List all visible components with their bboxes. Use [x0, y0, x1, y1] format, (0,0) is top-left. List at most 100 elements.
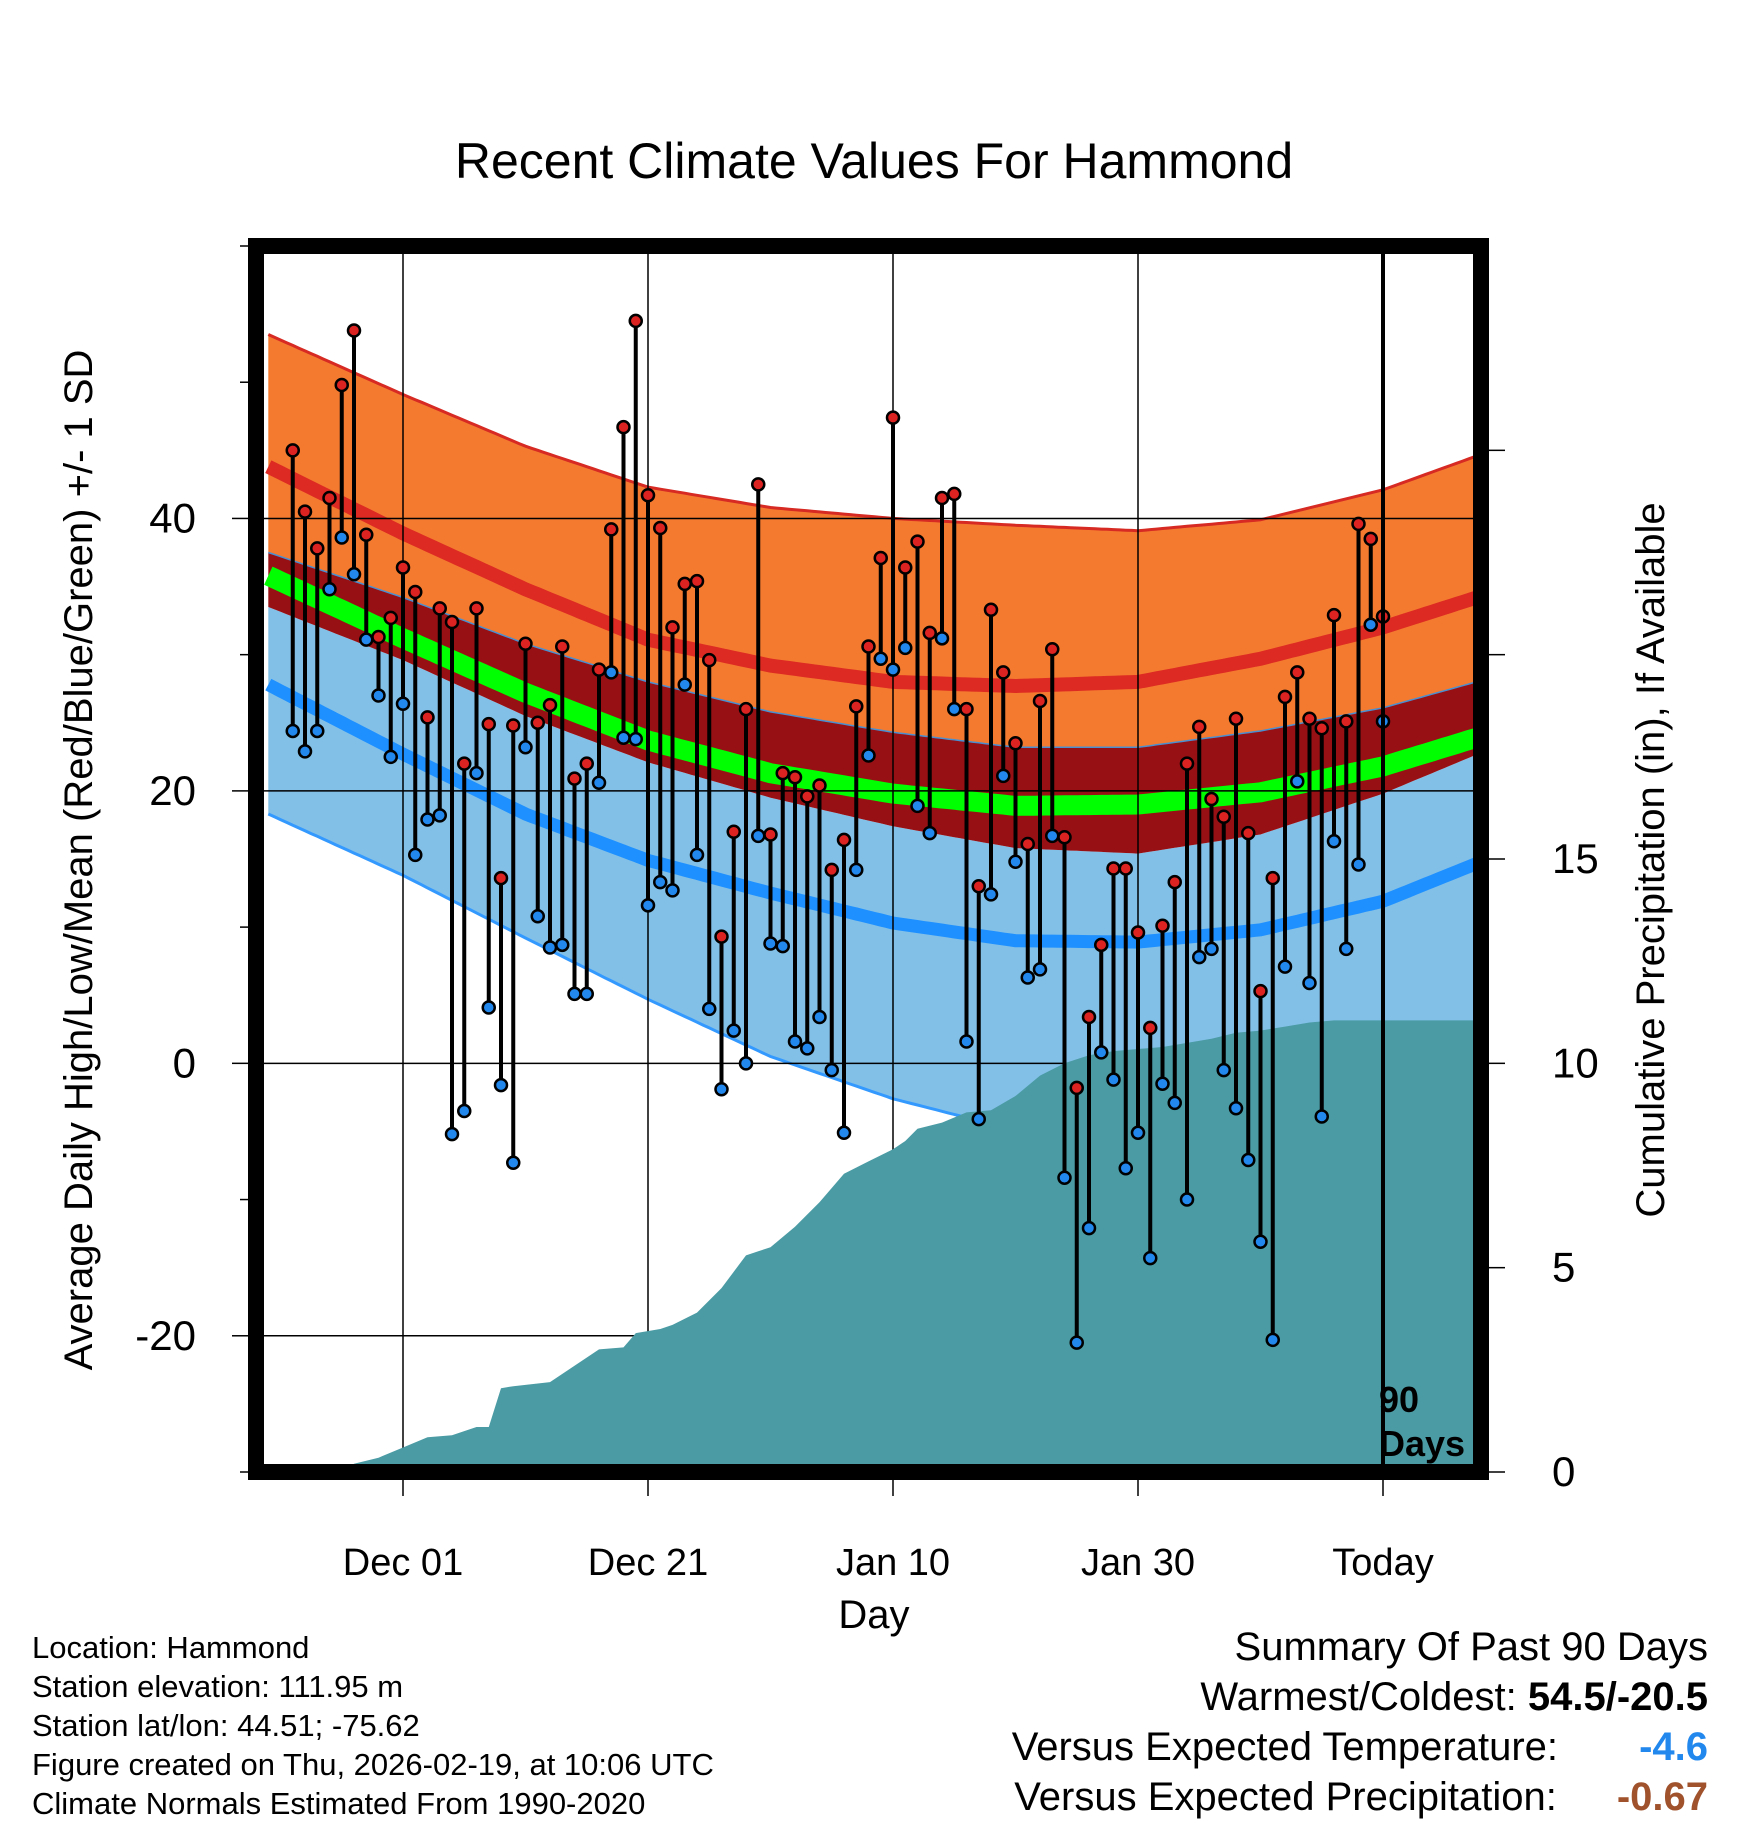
low-point — [420, 812, 435, 827]
precip-anomaly-value: -0.67 — [1616, 1775, 1708, 1819]
low-point — [1020, 970, 1035, 985]
high-point — [959, 701, 974, 717]
high-point — [1265, 870, 1280, 886]
high-point — [1204, 791, 1219, 807]
low-point — [1228, 1101, 1244, 1116]
high-point — [1008, 735, 1023, 751]
y2-tick-label: 10 — [1552, 1039, 1599, 1086]
normal-low-line — [265, 678, 1484, 949]
low-point — [493, 1077, 509, 1093]
high-point — [751, 477, 766, 492]
low-point — [1032, 962, 1048, 977]
high-point — [408, 584, 423, 600]
low-point — [1363, 617, 1378, 632]
low-point — [861, 748, 876, 763]
x-tick-label: Jan 10 — [836, 1542, 950, 1584]
high-point — [824, 862, 839, 878]
high-point — [359, 527, 374, 543]
low-point — [383, 749, 398, 765]
low-normal-band — [268, 607, 1481, 1132]
low-point — [1192, 949, 1207, 965]
high-point — [1363, 531, 1378, 547]
low-point — [432, 808, 447, 823]
high-point — [1069, 1080, 1084, 1096]
high-point — [555, 639, 570, 654]
high-upper-edge — [267, 333, 1482, 533]
high-point — [1290, 665, 1305, 680]
high-point — [322, 490, 337, 506]
temp-anomaly-value: -4.6 — [1639, 1725, 1708, 1769]
high-point — [1216, 809, 1231, 825]
low-point — [738, 1056, 754, 1071]
low-point — [530, 908, 545, 924]
low-point — [1069, 1335, 1084, 1350]
plot-border — [248, 238, 1489, 1480]
low-point — [1130, 1125, 1146, 1141]
info-elevation: Station elevation: 111.95 m — [32, 1669, 404, 1704]
low-point — [677, 677, 692, 692]
high-point — [506, 718, 521, 733]
daily-points — [285, 313, 1391, 1350]
low-point — [334, 530, 349, 545]
high-point — [310, 541, 325, 556]
high-point — [898, 560, 913, 575]
high-point — [1179, 756, 1195, 771]
y2-tick-label: 5 — [1552, 1244, 1575, 1291]
low-point — [1081, 1220, 1097, 1236]
summary-title: Summary Of Past 90 Days — [1234, 1625, 1708, 1669]
low-point — [481, 1000, 496, 1015]
low-point — [395, 696, 411, 711]
high-point — [702, 652, 717, 668]
station-info: Location: Hammond Station elevation: 111… — [32, 1628, 714, 1823]
high-point — [689, 573, 705, 589]
low-point — [1057, 1170, 1072, 1186]
precip-anomaly-label: Versus Expected Precipitation: — [1014, 1775, 1557, 1819]
temp-anomaly-label: Versus Expected Temperature: — [1011, 1725, 1558, 1769]
low-point — [506, 1155, 521, 1171]
high-point — [947, 486, 962, 502]
info-latlon: Station lat/lon: 44.51; -75.62 — [32, 1708, 420, 1743]
high-point — [1032, 693, 1048, 709]
low-point — [763, 936, 778, 951]
low-point — [1241, 1152, 1256, 1168]
low-point — [1216, 1062, 1231, 1078]
low-point — [934, 631, 950, 646]
low-point — [591, 775, 607, 790]
low-point — [751, 828, 766, 844]
window-label-unit: Days — [1379, 1423, 1465, 1464]
y-tick-label: 40 — [149, 494, 196, 541]
info-location: Location: Hammond — [32, 1630, 310, 1665]
warm-cold-value: 54.5/-20.5 — [1527, 1675, 1708, 1719]
high-point — [432, 601, 447, 616]
low-point — [346, 567, 362, 582]
high-point — [395, 560, 411, 575]
low-point — [542, 940, 558, 955]
low-point — [640, 898, 656, 913]
high-point — [1314, 720, 1329, 736]
low-point — [1290, 774, 1305, 789]
high-normal-band — [268, 334, 1481, 748]
low-point — [1106, 1072, 1121, 1087]
low-point — [579, 986, 594, 1002]
high-point — [640, 488, 656, 503]
y-axis-label: Average Daily High/Low/Mean (Red/Blue/Gr… — [57, 350, 101, 1371]
high-point — [885, 410, 901, 425]
high-point — [420, 710, 435, 725]
high-point — [518, 636, 533, 652]
low-point — [910, 798, 925, 814]
low-point — [285, 723, 300, 739]
normal-bands — [264, 333, 1484, 1133]
high-point — [1155, 918, 1170, 933]
high-point — [1339, 714, 1354, 729]
low-point — [800, 1041, 815, 1056]
daily-range-stems — [290, 320, 1385, 1343]
high-point — [1118, 861, 1133, 876]
high-point — [1057, 829, 1072, 845]
high-point — [285, 443, 300, 458]
low-point — [1118, 1160, 1133, 1176]
low-point — [1179, 1192, 1195, 1207]
high-point — [1241, 825, 1256, 841]
x-tick-label: Dec 21 — [588, 1542, 708, 1584]
high-point — [983, 602, 999, 617]
